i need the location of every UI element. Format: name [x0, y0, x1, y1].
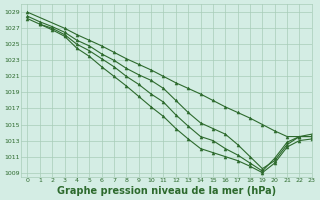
X-axis label: Graphe pression niveau de la mer (hPa): Graphe pression niveau de la mer (hPa)	[57, 186, 276, 196]
